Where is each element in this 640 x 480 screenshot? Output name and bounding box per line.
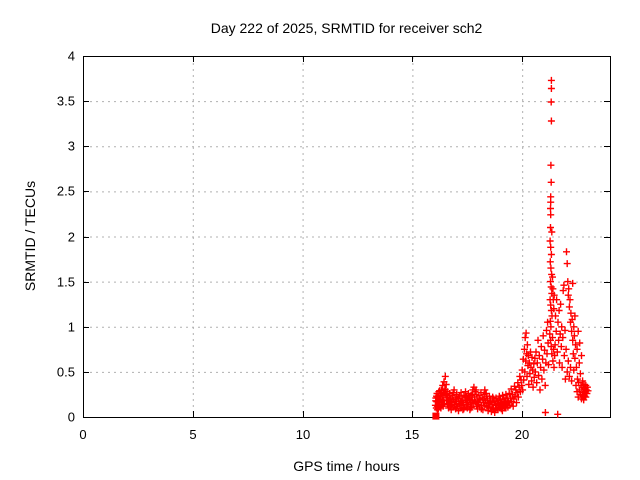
x-tick-label: 0 (79, 427, 86, 442)
scatter-points (431, 76, 592, 418)
x-tick-label: 10 (296, 427, 310, 442)
x-axis-label: GPS time / hours (293, 458, 400, 474)
y-tick-label: 0.5 (57, 365, 75, 380)
y-tick-label: 0 (68, 410, 75, 425)
x-tick-label: 5 (189, 427, 196, 442)
y-tick-label: 2.5 (57, 184, 75, 199)
y-tick-label: 3.5 (57, 94, 75, 109)
y-tick-label: 2 (68, 230, 75, 245)
y-tick-label: 3 (68, 139, 75, 154)
y-tick-label: 1.5 (57, 275, 75, 290)
square-marker (432, 412, 440, 420)
y-tick-label: 4 (68, 49, 75, 64)
x-tick-label: 15 (405, 427, 419, 442)
y-tick-label: 1 (68, 320, 75, 335)
x-tick-label: 20 (515, 427, 529, 442)
chart-title: Day 222 of 2025, SRMTID for receiver sch… (210, 20, 483, 36)
